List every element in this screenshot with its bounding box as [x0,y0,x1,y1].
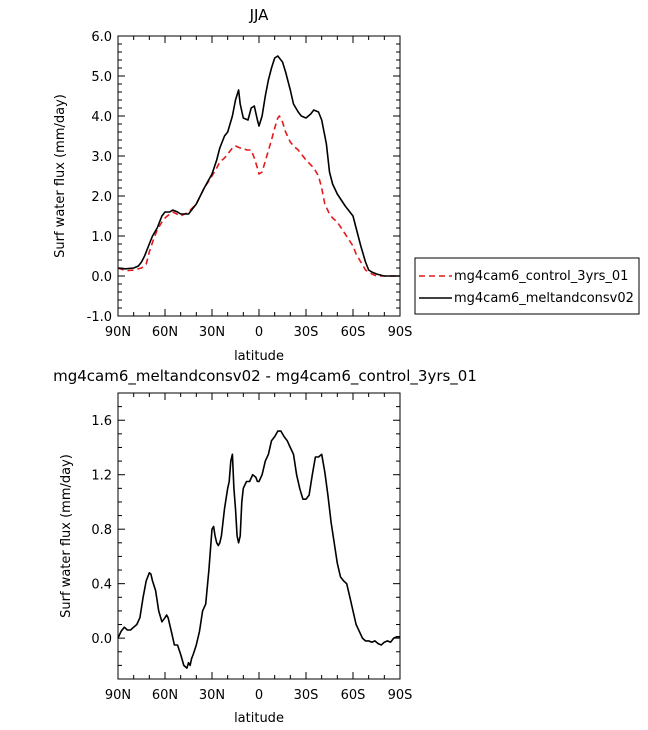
chart-title-top: JJA [249,6,270,24]
chart-title-bottom: mg4cam6_meltandconsv02 - mg4cam6_control… [53,367,477,386]
plot-frame-top [117,35,401,317]
x-tick-label-top: 90N [105,325,131,340]
legend-label-control: mg4cam6_control_3yrs_01 [454,269,628,284]
y-axis-label-top: Surf water flux (mm/day) [53,94,68,258]
y-tick-label-top: -1.0 [87,310,112,325]
series-group-top [117,55,400,277]
y-axis-label-bottom: Surf water flux (mm/day) [59,454,74,618]
panel-top: JJA 90N 60N 30N 0 30S 60S 90S -1.0 0.0 1.0 2.0 3.0 4… [53,6,412,364]
x-tick-label-bottom: 90S [388,688,413,703]
x-axis-label-top: latitude [234,349,284,364]
x-tick-label-top: 0 [255,325,263,340]
y-tick-label-bottom: 0.0 [91,632,112,647]
series-line-mg4cam6-meltandconsv02 [117,55,400,277]
legend-box [414,257,640,315]
y-tick-label-top: 1.0 [91,230,112,245]
legend-label-meltandconsv: mg4cam6_meltandconsv02 [454,291,634,306]
y-tick-label-top: 3.0 [91,150,112,165]
axis-ticks-top: 90N 60N 30N 0 30S 60S 90S -1.0 0.0 1.0 2.0 3.0 4.0 5.… [87,30,413,340]
series-group-bottom [117,430,400,669]
series-line-difference [117,430,400,669]
x-tick-label-top: 90S [388,325,413,340]
x-tick-label-bottom: 0 [255,688,263,703]
x-tick-label-top: 30S [294,325,319,340]
y-tick-label-bottom: 0.4 [91,578,112,593]
y-tick-label-top: 5.0 [91,70,112,85]
plot-frame-bottom [117,392,401,680]
x-tick-label-bottom: 60S [341,688,366,703]
panel-bottom: mg4cam6_meltandconsv02 - mg4cam6_control… [53,367,477,726]
x-tick-label-bottom: 30N [199,688,225,703]
y-tick-label-bottom: 1.2 [91,469,112,484]
series-line-mg4cam6-control-3yrs-01 [117,115,400,277]
y-tick-label-bottom: 1.6 [91,414,112,429]
x-tick-label-bottom: 90N [105,688,131,703]
x-tick-label-top: 60N [152,325,178,340]
x-tick-label-top: 30N [199,325,225,340]
x-tick-label-top: 60S [341,325,366,340]
y-tick-label-top: 4.0 [91,110,112,125]
x-tick-label-bottom: 60N [152,688,178,703]
y-tick-label-top: 0.0 [91,270,112,285]
x-axis-label-bottom: latitude [234,711,284,726]
y-tick-label-top: 2.0 [91,190,112,205]
x-tick-label-bottom: 30S [294,688,319,703]
axis-ticks-bottom: 90N 60N 30N 0 30S 60S 90S 0.0 0.4 0.8 1.2 1.6 [91,392,413,703]
y-tick-label-bottom: 0.8 [91,523,112,538]
legend: mg4cam6_control_3yrs_01 mg4cam6_meltandc… [414,257,640,315]
y-tick-label-top: 6.0 [91,30,112,45]
